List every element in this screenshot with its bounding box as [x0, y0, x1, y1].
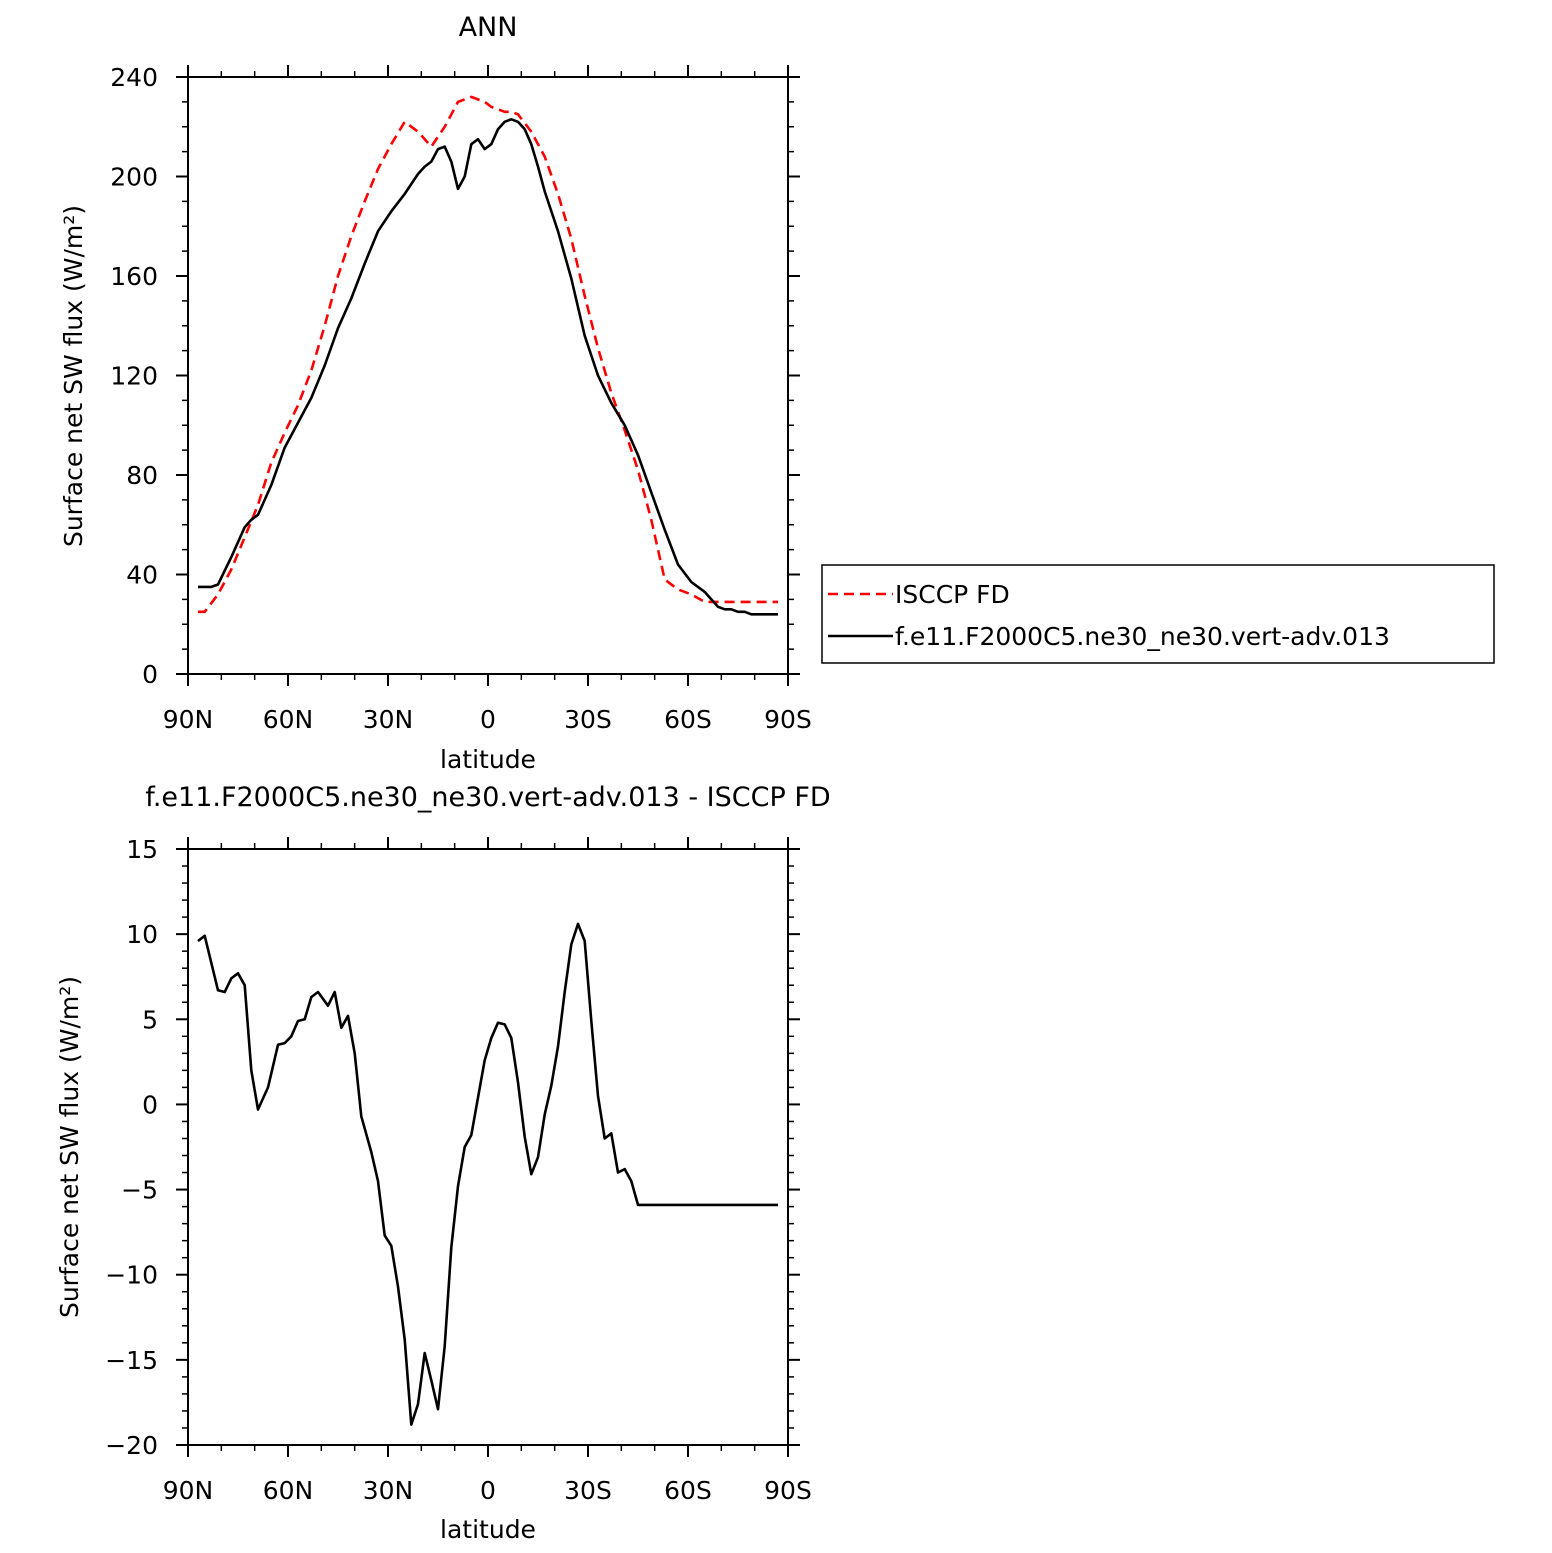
bottom-x-tick-label: 60N	[263, 1476, 314, 1505]
bottom-x-tick-label: 0	[480, 1476, 496, 1505]
legend: ISCCP FD f.e11.F2000C5.ne30_ne30.vert-ad…	[821, 564, 1495, 664]
top-series-group	[198, 95, 778, 616]
bottom-y-tick-label: −20	[105, 1431, 158, 1460]
top-y-tick-label: 160	[110, 262, 158, 291]
bottom-y-tick-labels: −20 −15 −10 −5 0 5 10 15	[105, 835, 158, 1460]
bottom-y-tick-label: 5	[142, 1005, 158, 1034]
top-x-tick-label: 90S	[764, 705, 812, 734]
top-y-tick-label: 80	[126, 461, 158, 490]
top-x-tick-labels: 90N 60N 30N 0 30S 60S 90S	[163, 705, 812, 734]
bottom-x-tick-labels: 90N 60N 30N 0 30S 60S 90S	[163, 1476, 812, 1505]
bottom-y-axis-label: Surface net SW flux (W/m²)	[55, 976, 84, 1318]
top-y-tick-label: 200	[110, 163, 158, 192]
top-y-tick-label: 0	[142, 660, 158, 689]
bottom-x-tick-label: 30S	[564, 1476, 612, 1505]
bottom-series-line-0	[197, 922, 778, 1426]
bottom-y-tick-label: 10	[126, 920, 158, 949]
bottom-chart-title: f.e11.F2000C5.ne30_ne30.vert-adv.013 - I…	[145, 782, 830, 813]
bottom-series-group	[197, 922, 778, 1426]
bottom-plot-frame	[187, 848, 789, 1446]
top-x-axis-label: latitude	[440, 745, 536, 774]
top-x-tick-label: 60S	[664, 705, 712, 734]
legend-label-model: f.e11.F2000C5.ne30_ne30.vert-adv.013	[895, 622, 1390, 651]
bottom-x-tick-label: 90N	[163, 1476, 214, 1505]
top-series-line-1	[198, 118, 778, 616]
bottom-axis-ticks	[176, 837, 800, 1457]
bottom-y-tick-label: 0	[142, 1090, 158, 1119]
top-y-tick-label: 120	[110, 362, 158, 391]
top-series-line-0	[198, 95, 778, 614]
top-x-tick-label: 30N	[363, 705, 414, 734]
top-y-tick-label: 240	[110, 63, 158, 92]
legend-label-isccp: ISCCP FD	[895, 580, 1010, 609]
bottom-y-tick-label: −15	[105, 1346, 158, 1375]
top-x-tick-label: 90N	[163, 705, 214, 734]
bottom-y-tick-label: 15	[126, 835, 158, 864]
top-x-tick-label: 30S	[564, 705, 612, 734]
bottom-x-tick-label: 30N	[363, 1476, 414, 1505]
top-x-tick-label: 0	[480, 705, 496, 734]
bottom-x-tick-label: 60S	[664, 1476, 712, 1505]
bottom-x-axis-label: latitude	[440, 1515, 536, 1544]
top-chart-title: ANN	[459, 12, 518, 43]
top-x-tick-label: 60N	[263, 705, 314, 734]
bottom-x-tick-label: 90S	[764, 1476, 812, 1505]
bottom-y-tick-label: −5	[121, 1176, 158, 1205]
legend-box	[821, 564, 1495, 664]
top-y-tick-label: 40	[126, 561, 158, 590]
bottom-panel: f.e11.F2000C5.ne30_ne30.vert-adv.013 - I…	[55, 782, 831, 1544]
top-y-tick-labels: 0 40 80 120 160 200 240	[110, 63, 158, 689]
top-plot-frame	[187, 76, 789, 675]
top-y-axis-label: Surface net SW flux (W/m²)	[59, 205, 88, 547]
bottom-y-tick-label: −10	[105, 1261, 158, 1290]
